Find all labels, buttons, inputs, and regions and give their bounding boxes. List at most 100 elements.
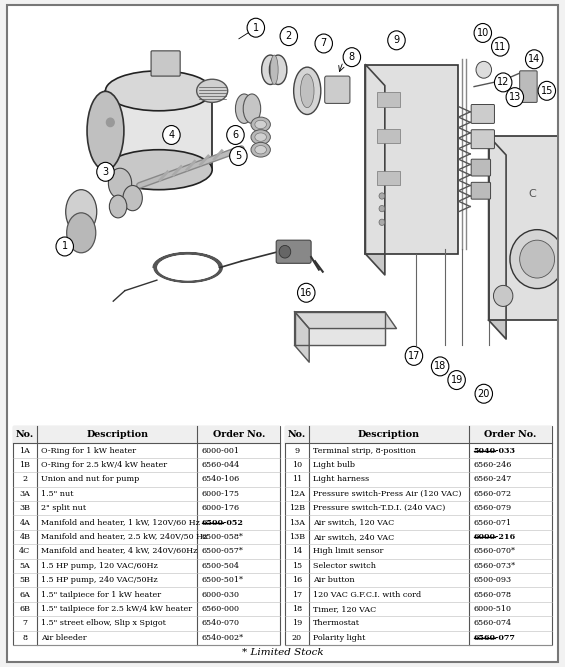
Circle shape	[379, 193, 385, 199]
Text: 6540-070: 6540-070	[202, 620, 240, 628]
Text: 3: 3	[102, 167, 108, 177]
Text: 6560-073*: 6560-073*	[473, 562, 516, 570]
Text: Order No.: Order No.	[212, 430, 265, 440]
Text: 6000-176: 6000-176	[202, 504, 240, 512]
FancyBboxPatch shape	[285, 426, 552, 645]
Text: 18: 18	[292, 605, 302, 613]
Circle shape	[520, 240, 555, 278]
FancyBboxPatch shape	[325, 76, 350, 103]
Bar	[377, 171, 401, 185]
Text: 5B: 5B	[19, 576, 31, 584]
Text: 9: 9	[393, 35, 399, 45]
Ellipse shape	[67, 213, 96, 253]
Text: 6560-246: 6560-246	[473, 461, 512, 469]
Text: 4B: 4B	[19, 533, 31, 541]
Ellipse shape	[108, 168, 132, 199]
Circle shape	[97, 162, 114, 181]
Text: 6540-002*: 6540-002*	[202, 634, 244, 642]
Text: Light harness: Light harness	[313, 476, 370, 484]
Ellipse shape	[236, 94, 253, 123]
Text: 1A: 1A	[19, 447, 31, 455]
Ellipse shape	[197, 79, 228, 102]
Text: 1B: 1B	[19, 461, 31, 469]
Text: Air bleeder: Air bleeder	[41, 634, 87, 642]
Circle shape	[163, 125, 180, 145]
Ellipse shape	[251, 142, 271, 157]
Text: High limit sensor: High limit sensor	[313, 548, 384, 556]
Ellipse shape	[110, 195, 127, 218]
Text: 20: 20	[292, 634, 302, 642]
Circle shape	[379, 219, 385, 225]
Text: 12A: 12A	[289, 490, 305, 498]
Circle shape	[492, 37, 509, 56]
FancyBboxPatch shape	[13, 426, 280, 645]
Text: 6560-000: 6560-000	[202, 605, 240, 613]
Text: 15: 15	[541, 86, 553, 96]
Ellipse shape	[106, 149, 212, 189]
Text: Air switch, 120 VAC: Air switch, 120 VAC	[313, 519, 394, 527]
Ellipse shape	[271, 55, 278, 85]
Ellipse shape	[251, 129, 271, 145]
Text: Air switch, 240 VAC: Air switch, 240 VAC	[313, 533, 394, 541]
Text: No.: No.	[16, 430, 34, 440]
Text: Selector switch: Selector switch	[313, 562, 376, 570]
Polygon shape	[294, 311, 385, 346]
Polygon shape	[294, 311, 309, 362]
Text: 1: 1	[253, 23, 259, 33]
Text: Pressure switch-Press Air (120 VAC): Pressure switch-Press Air (120 VAC)	[313, 490, 462, 498]
Text: 3B: 3B	[19, 504, 31, 512]
Circle shape	[506, 87, 524, 107]
Text: 1.5" tailpiece for 1 kW heater: 1.5" tailpiece for 1 kW heater	[41, 591, 162, 599]
Text: 6560-071: 6560-071	[473, 519, 512, 527]
Circle shape	[379, 205, 385, 211]
Circle shape	[56, 237, 73, 256]
FancyBboxPatch shape	[7, 5, 558, 662]
Circle shape	[279, 245, 291, 258]
Bar	[377, 129, 401, 143]
Polygon shape	[489, 136, 506, 339]
Circle shape	[229, 147, 247, 165]
Text: No.: No.	[288, 430, 306, 440]
Text: 7: 7	[23, 620, 27, 628]
Text: 6: 6	[232, 130, 238, 140]
Circle shape	[538, 81, 555, 100]
Text: Union and nut for pump: Union and nut for pump	[41, 476, 140, 484]
Text: Thermostat: Thermostat	[313, 620, 360, 628]
Circle shape	[227, 125, 244, 145]
Text: 11: 11	[494, 41, 506, 51]
Text: Manifold and heater, 2.5 kW, 240V/50 Hz: Manifold and heater, 2.5 kW, 240V/50 Hz	[41, 533, 207, 541]
Text: 10: 10	[477, 28, 489, 38]
Text: Air button: Air button	[313, 576, 355, 584]
Text: 6000-510: 6000-510	[473, 605, 512, 613]
Text: 2" split nut: 2" split nut	[41, 504, 86, 512]
Text: 6500-057*: 6500-057*	[202, 548, 244, 556]
Text: 1.5 HP pump, 120 VAC/60Hz: 1.5 HP pump, 120 VAC/60Hz	[41, 562, 158, 570]
Circle shape	[247, 18, 264, 37]
Text: 120 VAC G.F.C.I. with cord: 120 VAC G.F.C.I. with cord	[313, 591, 421, 599]
Text: Polarity light: Polarity light	[313, 634, 366, 642]
FancyBboxPatch shape	[366, 65, 458, 254]
Circle shape	[510, 229, 564, 289]
Text: 12B: 12B	[289, 504, 305, 512]
Text: 1.5" nut: 1.5" nut	[41, 490, 74, 498]
Text: 17: 17	[408, 351, 420, 361]
Text: 15: 15	[292, 562, 302, 570]
Text: 14: 14	[292, 548, 302, 556]
Text: 7: 7	[320, 39, 327, 49]
Text: 19: 19	[450, 375, 463, 385]
Text: 6560-078: 6560-078	[473, 591, 512, 599]
Ellipse shape	[123, 185, 142, 211]
Circle shape	[476, 61, 492, 78]
Text: 6000-030: 6000-030	[202, 591, 240, 599]
Text: 6500-093: 6500-093	[473, 576, 512, 584]
Text: 5: 5	[235, 151, 241, 161]
Text: 9: 9	[294, 447, 299, 455]
Text: 13A: 13A	[289, 519, 305, 527]
FancyBboxPatch shape	[471, 129, 494, 149]
Text: 4: 4	[168, 130, 175, 140]
Circle shape	[432, 357, 449, 376]
Ellipse shape	[87, 91, 124, 170]
Text: 1.5" tailpiece for 2.5 kW/4 kW heater: 1.5" tailpiece for 2.5 kW/4 kW heater	[41, 605, 193, 613]
FancyBboxPatch shape	[151, 51, 180, 76]
FancyBboxPatch shape	[285, 426, 552, 444]
